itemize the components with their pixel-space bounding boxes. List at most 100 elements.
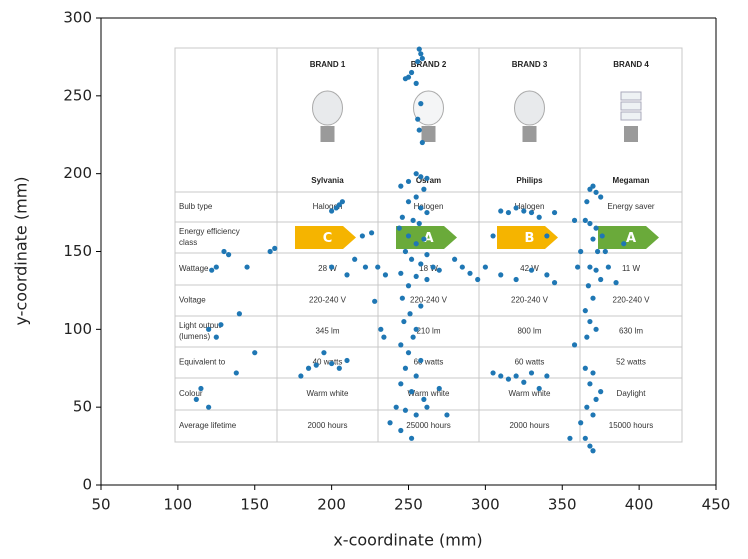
point <box>584 334 590 340</box>
table-cell: 60 watts <box>515 358 545 367</box>
x-tick-label: 450 <box>702 496 731 514</box>
point <box>193 396 199 402</box>
point <box>421 236 427 242</box>
point <box>398 381 404 387</box>
brand-name: Philips <box>516 176 543 185</box>
point <box>587 186 593 192</box>
energy-arrow <box>497 226 558 249</box>
table-cell: Halogen <box>313 202 343 211</box>
x-tick-label: 400 <box>625 496 654 514</box>
point <box>413 241 419 247</box>
point <box>513 373 519 379</box>
point <box>336 365 342 371</box>
point <box>298 373 304 379</box>
point <box>536 385 542 392</box>
point <box>602 248 608 255</box>
point <box>567 435 573 441</box>
y-tick-label: 100 <box>63 320 92 338</box>
point <box>402 76 409 82</box>
point <box>418 101 424 107</box>
y-tick-label: 250 <box>63 86 92 104</box>
x-tick-label: 350 <box>548 496 577 514</box>
point <box>598 276 604 283</box>
point <box>587 264 593 270</box>
energy-arrow <box>295 226 356 249</box>
point <box>421 396 427 402</box>
point <box>416 127 422 133</box>
table-cell: 52 watts <box>616 358 646 367</box>
point <box>593 189 599 195</box>
bulb-glass <box>514 90 545 126</box>
brand-header: BRAND 4 <box>613 60 649 69</box>
point <box>585 283 591 289</box>
point <box>408 389 415 395</box>
point <box>387 420 393 426</box>
point <box>418 303 424 309</box>
point <box>339 199 345 205</box>
point <box>436 385 442 392</box>
y-tick-label: 0 <box>82 476 92 494</box>
point <box>313 362 319 368</box>
point <box>405 199 412 205</box>
energy-arrow <box>598 226 659 249</box>
table-cell: 800 lm <box>517 327 541 336</box>
point <box>372 298 378 304</box>
point <box>218 322 224 328</box>
point <box>621 241 627 247</box>
bulb-glass <box>312 90 343 126</box>
point <box>405 233 412 239</box>
table-cell: 40 watts <box>313 358 343 367</box>
point <box>419 55 425 62</box>
point <box>430 264 436 270</box>
point <box>359 233 365 239</box>
point <box>418 51 424 57</box>
point <box>321 350 327 356</box>
point <box>267 248 273 255</box>
point <box>587 443 593 449</box>
table-cell: Energy saver <box>607 202 654 211</box>
point <box>467 270 473 276</box>
point <box>505 376 512 382</box>
point <box>419 139 425 146</box>
point <box>416 46 422 52</box>
row-label: Energy efficiency <box>179 227 240 236</box>
point <box>590 448 596 454</box>
point <box>413 373 419 379</box>
row-label: (lumens) <box>179 332 210 341</box>
point <box>402 407 409 413</box>
point <box>528 209 535 216</box>
point <box>513 276 519 283</box>
point <box>236 311 242 317</box>
bulb-base <box>320 126 335 142</box>
table-cell: 25000 hours <box>406 421 450 430</box>
point <box>490 233 496 239</box>
bulb-base <box>624 126 638 142</box>
point <box>393 404 399 410</box>
y-tick-label: 50 <box>73 398 92 416</box>
point <box>333 205 339 211</box>
point <box>590 236 596 242</box>
point <box>544 233 550 239</box>
point <box>413 194 419 200</box>
point <box>590 295 596 301</box>
point <box>528 267 535 273</box>
point <box>221 248 227 255</box>
point <box>505 209 512 216</box>
point <box>590 412 596 418</box>
x-tick-label: 50 <box>91 496 110 514</box>
point <box>213 334 219 340</box>
point <box>424 209 430 216</box>
energy-class: C <box>323 231 333 246</box>
point <box>407 311 413 317</box>
point <box>413 273 419 280</box>
point <box>528 370 535 376</box>
row-label: Light output <box>179 321 222 330</box>
table-cell: 220-240 V <box>511 296 549 305</box>
table-cell: 11 W <box>622 264 641 273</box>
point <box>405 283 412 289</box>
point <box>413 171 419 177</box>
brand-name: Osram <box>416 176 441 185</box>
point <box>418 205 424 211</box>
point <box>578 420 584 426</box>
